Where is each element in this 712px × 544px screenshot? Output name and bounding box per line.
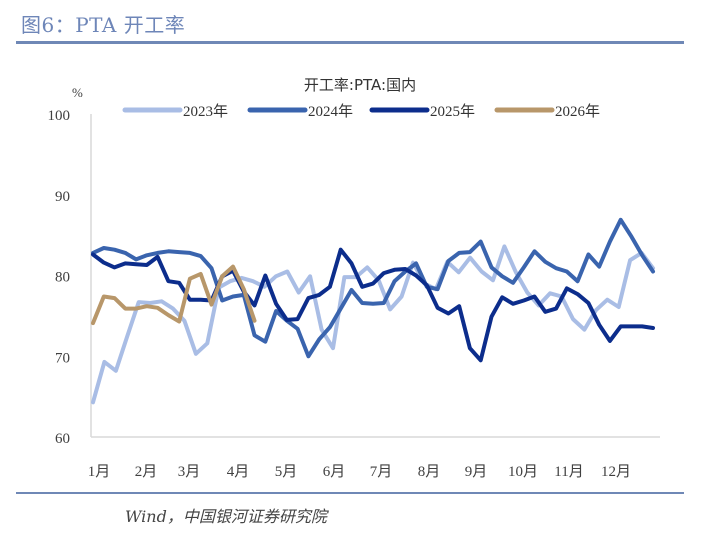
x-tick-label: 5月 <box>275 464 298 480</box>
top-divider <box>16 41 684 44</box>
legend-item: 2024年 <box>247 103 353 120</box>
series-line-2024 <box>91 217 655 359</box>
series-line-2026 <box>91 264 257 326</box>
chart-title: 开工率:PTA:国内 <box>304 76 416 94</box>
axes: 60 70 80 90 100 1月 2月 3月 4月 5月 6月 7月 8月 9月 10月 11月 12月 <box>48 108 660 480</box>
legend-label: 2025年 <box>430 103 475 120</box>
series-line-2023 <box>91 244 655 405</box>
series-layer <box>91 217 655 405</box>
x-tick-label: 6月 <box>323 464 346 480</box>
legend-item: 2023年 <box>122 103 228 120</box>
x-tick-label: 10月 <box>508 464 538 480</box>
legend-item: 2026年 <box>494 103 600 120</box>
x-tick-label: 3月 <box>178 464 201 480</box>
x-tick-label: 4月 <box>227 464 250 480</box>
y-tick-label: 80 <box>55 270 70 286</box>
legend-item: 2025年 <box>369 103 475 120</box>
y-axis-unit-label: % <box>72 85 83 100</box>
figure-title: 图6：PTA 开工率 <box>21 13 186 37</box>
x-tick-label: 1月 <box>88 464 111 480</box>
legend-label: 2023年 <box>183 103 228 120</box>
x-tick-label: 8月 <box>418 464 441 480</box>
legend-label: 2024年 <box>308 103 353 120</box>
legend-label: 2026年 <box>555 103 600 120</box>
y-tick-label: 90 <box>55 189 70 205</box>
y-tick-label: 70 <box>55 350 70 366</box>
x-tick-label: 7月 <box>370 464 393 480</box>
y-tick-label: 100 <box>48 108 71 124</box>
bottom-divider <box>16 492 684 494</box>
y-tick-label: 60 <box>55 431 70 447</box>
x-tick-label: 11月 <box>554 464 583 480</box>
x-tick-label: 12月 <box>601 464 631 480</box>
x-tick-label: 2月 <box>135 464 158 480</box>
x-tick-label: 9月 <box>465 464 488 480</box>
source-note: Wind，中国银河证券研究院 <box>125 507 327 526</box>
legend: 2023年 2024年 2025年 2026年 <box>122 103 600 120</box>
